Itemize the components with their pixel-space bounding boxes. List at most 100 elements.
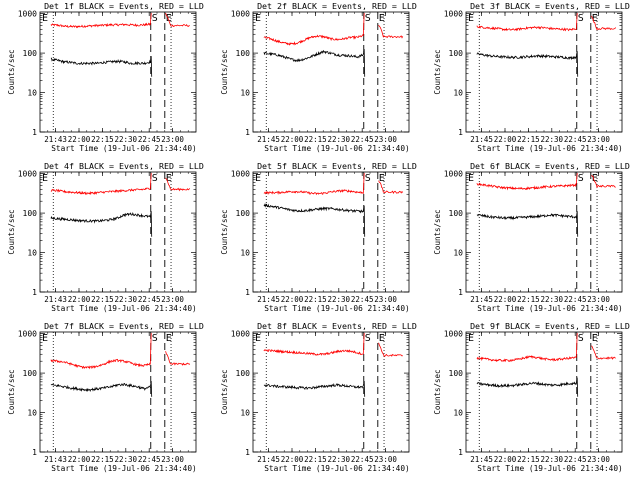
x-tick-label: 22:15	[517, 295, 540, 304]
x-tick-label: 22:30	[541, 295, 564, 304]
x-axis-label: Start Time (19-Jul-06 21:34:40)	[477, 144, 623, 153]
panel-title: Det 1f BLACK = Events, RED = LLD	[44, 1, 204, 11]
x-tick-label: 22:30	[328, 295, 351, 304]
x-tick-label: 22:00	[494, 135, 517, 144]
x-tick-label: 22:15	[304, 135, 327, 144]
x-tick-label: 22:00	[281, 135, 304, 144]
panel-det-9: Det 9f BLACK = Events, RED = LLD 1 10 100 10…	[433, 321, 630, 473]
y-tick-label: 1000	[231, 10, 250, 19]
events-series-line	[50, 56, 153, 77]
y-tick-label: 10	[240, 249, 250, 258]
axes-frame	[252, 171, 410, 293]
lld-series-line-after-end	[165, 177, 191, 192]
axes-frame	[39, 11, 197, 133]
panel-title: Det 9f BLACK = Events, RED = LLD	[470, 321, 630, 331]
panel-title: Det 2f BLACK = Events, RED = LLD	[257, 1, 417, 11]
end-marker-label: E	[379, 333, 385, 344]
y-tick-label: 1000	[18, 170, 37, 179]
y-axis-label: Counts/sec	[7, 209, 16, 254]
x-tick-label: 22:30	[115, 135, 138, 144]
panel-title: Det 5f BLACK = Events, RED = LLD	[257, 161, 417, 171]
x-axis-label: Start Time (19-Jul-06 21:34:40)	[264, 304, 410, 313]
y-tick-label: 1	[458, 448, 463, 457]
x-tick-label: 22:00	[494, 455, 517, 464]
panel-title: Det 4f BLACK = Events, RED = LLD	[44, 161, 204, 171]
x-tick-label: 22:00	[281, 295, 304, 304]
x-tick-label: 21:43	[44, 295, 67, 304]
x-tick-label: 23:00	[587, 455, 610, 464]
y-axis-label: Counts/sec	[433, 209, 442, 254]
x-tick-label: 22:45	[138, 455, 161, 464]
panel-det-6: Det 6f BLACK = Events, RED = LLD 1 10 100 10…	[433, 161, 630, 313]
x-tick-label: 22:00	[68, 295, 91, 304]
y-tick-label: 1000	[444, 10, 463, 19]
x-tick-label: 21:45	[257, 135, 280, 144]
x-tick-label: 23:00	[374, 455, 397, 464]
lld-series-line	[50, 333, 152, 370]
panel-det-8: Det 8f BLACK = Events, RED = LLD 1 10 100 10…	[220, 321, 417, 473]
y-tick-label: 100	[236, 49, 251, 58]
y-tick-label: 1	[32, 448, 37, 457]
y-tick-label: 100	[449, 49, 464, 58]
y-tick-label: 10	[27, 249, 37, 258]
end-marker-label: E	[379, 13, 385, 24]
y-tick-label: 100	[23, 49, 38, 58]
axes-frame	[252, 11, 410, 133]
x-tick-label: 23:00	[161, 295, 184, 304]
start-marker-label: S	[578, 173, 584, 184]
start-marker-label: S	[152, 13, 158, 24]
end-marker-label: E	[166, 173, 172, 184]
events-series-line	[263, 49, 366, 77]
lld-series-line-after-end	[165, 351, 191, 366]
y-tick-label: 10	[453, 409, 463, 418]
start-marker-label: S	[152, 333, 158, 344]
x-tick-label: 22:15	[91, 295, 114, 304]
y-tick-label: 1	[245, 448, 250, 457]
y-axis-label: Counts/sec	[7, 369, 16, 414]
x-axis-label: Start Time (19-Jul-06 21:34:40)	[51, 464, 197, 473]
events-series-line	[476, 211, 579, 237]
end-marker-label-left: E	[468, 13, 474, 24]
y-tick-label: 1000	[231, 330, 250, 339]
start-marker-label: S	[578, 13, 584, 24]
x-tick-label: 22:30	[541, 455, 564, 464]
y-tick-label: 100	[449, 369, 464, 378]
y-tick-label: 10	[240, 89, 250, 98]
end-marker-label: E	[592, 13, 598, 24]
start-marker-label: S	[365, 13, 371, 24]
x-tick-label: 22:45	[564, 295, 587, 304]
y-tick-label: 1	[458, 128, 463, 137]
x-tick-label: 22:15	[304, 295, 327, 304]
end-marker-label-left: E	[42, 13, 48, 24]
start-marker-label: S	[152, 173, 158, 184]
y-tick-label: 10	[27, 89, 37, 98]
y-axis-label: Counts/sec	[433, 49, 442, 94]
x-tick-label: 22:30	[541, 135, 564, 144]
y-tick-label: 100	[236, 209, 251, 218]
x-tick-label: 22:00	[494, 295, 517, 304]
panel-det-5: Det 5f BLACK = Events, RED = LLD 1 10 100 10…	[220, 161, 417, 313]
lld-series-line	[263, 173, 365, 196]
x-axis-label: Start Time (19-Jul-06 21:34:40)	[51, 144, 197, 153]
x-tick-label: 22:30	[115, 295, 138, 304]
start-marker-label: S	[578, 333, 584, 344]
y-axis-label: Counts/sec	[7, 49, 16, 94]
axes-frame	[465, 11, 623, 133]
axes-frame	[465, 171, 623, 293]
end-marker-label-left: E	[255, 173, 261, 184]
x-tick-label: 23:00	[587, 295, 610, 304]
x-tick-label: 21:45	[470, 295, 493, 304]
x-tick-label: 22:15	[91, 135, 114, 144]
panel-det-7: Det 7f BLACK = Events, RED = LLD 1 10 100 10…	[7, 321, 204, 473]
x-tick-label: 22:15	[517, 135, 540, 144]
panel-title: Det 7f BLACK = Events, RED = LLD	[44, 321, 204, 331]
y-tick-label: 1	[32, 128, 37, 137]
panel-det-2: Det 2f BLACK = Events, RED = LLD 1 10 100 10…	[220, 1, 417, 153]
y-axis-label: Counts/sec	[433, 369, 442, 414]
end-marker-label: E	[379, 173, 385, 184]
x-tick-label: 23:00	[374, 295, 397, 304]
x-tick-label: 23:00	[587, 135, 610, 144]
lld-series-line	[50, 13, 152, 29]
y-tick-label: 100	[23, 369, 38, 378]
